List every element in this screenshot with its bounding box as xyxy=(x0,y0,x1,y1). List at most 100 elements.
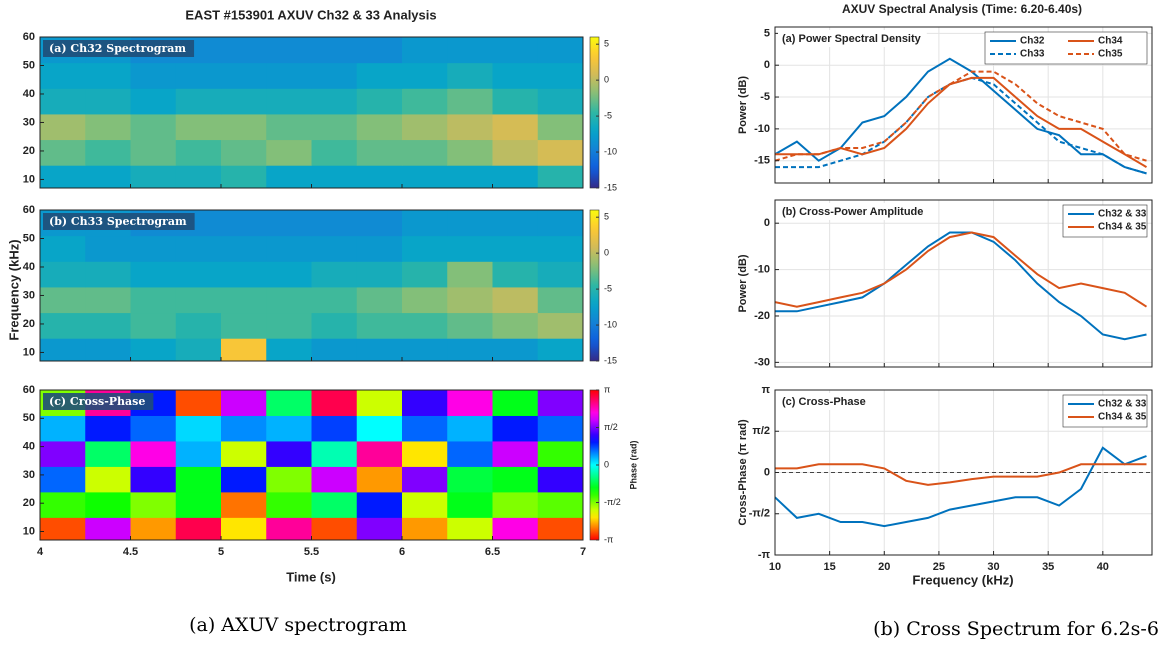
y-tick-label: 20 xyxy=(23,497,35,509)
heat-cell xyxy=(447,37,493,64)
heat-cell xyxy=(447,88,493,115)
heat-cell xyxy=(130,139,177,166)
heat-cell xyxy=(40,415,86,442)
heat-cell xyxy=(85,113,131,141)
heat-cell xyxy=(356,466,403,493)
heat-cell xyxy=(356,113,403,141)
heat-cell xyxy=(402,286,448,314)
heat-cell xyxy=(356,210,403,237)
y-tick-label: 50 xyxy=(23,59,35,71)
y-tick-label: 60 xyxy=(23,384,35,396)
heat-cell xyxy=(221,261,267,288)
heat-cell xyxy=(221,415,267,442)
heat-cell xyxy=(266,139,312,166)
colorbar-tick-label: π/2 xyxy=(604,422,618,432)
heat-cell xyxy=(221,235,267,262)
heat-cell xyxy=(175,440,222,467)
y-tick-label: -30 xyxy=(754,356,770,368)
heat-cell xyxy=(221,338,267,361)
heat-cell xyxy=(311,165,358,188)
heat-cell xyxy=(266,286,312,314)
heat-cell xyxy=(447,517,493,540)
panel-title: (b) Cross-Power Amplitude xyxy=(782,206,923,218)
heat-cell xyxy=(311,88,358,115)
panel-title: (c) Cross-Phase xyxy=(782,396,866,408)
y-tick-label: 20 xyxy=(23,318,35,330)
heat-cell xyxy=(266,390,312,416)
heat-cell xyxy=(266,210,312,237)
heat-cell xyxy=(537,312,583,339)
heat-cell xyxy=(175,165,222,188)
heat-cell xyxy=(311,261,358,288)
x-tick-label: 6 xyxy=(399,546,405,558)
heat-cell xyxy=(266,440,312,467)
heat-cell xyxy=(85,517,131,540)
heat-cell xyxy=(221,440,267,467)
heat-cell xyxy=(85,165,131,188)
heat-cell xyxy=(356,440,403,467)
heat-cell xyxy=(175,338,222,361)
heat-cell xyxy=(447,62,493,89)
heat-cell xyxy=(537,338,583,361)
heat-cell xyxy=(537,415,583,442)
y-tick-label: -5 xyxy=(760,91,770,103)
heat-cell xyxy=(85,338,131,361)
heat-cell xyxy=(85,139,131,166)
legend-box xyxy=(984,31,1148,65)
heat-cell xyxy=(356,286,403,314)
heat-cell xyxy=(492,88,539,115)
heat-cell xyxy=(402,139,448,166)
heat-cell xyxy=(447,235,493,262)
heat-cell xyxy=(356,415,403,442)
x-tick-label: 6.5 xyxy=(485,546,500,558)
heat-cell xyxy=(402,517,448,540)
figure-title: EAST #153901 AXUV Ch32 & 33 Analysis xyxy=(185,7,436,22)
x-tick-label: 35 xyxy=(1042,561,1054,573)
heat-cell xyxy=(492,62,539,89)
heat-cell xyxy=(40,338,86,361)
heat-cell xyxy=(311,415,358,442)
heat-cell xyxy=(402,113,448,141)
heat-cell xyxy=(311,210,358,237)
heat-cell xyxy=(266,235,312,262)
heat-cell xyxy=(175,113,222,141)
heat-cell xyxy=(311,440,358,467)
legend-label: Ch32 & 33 xyxy=(1098,209,1147,220)
x-tick-label: 4.5 xyxy=(123,546,138,558)
heat-cell xyxy=(356,338,403,361)
plot-area xyxy=(40,390,583,540)
heat-cell xyxy=(266,312,312,339)
heat-cell xyxy=(537,37,583,64)
heat-cell xyxy=(447,390,493,416)
heat-cell xyxy=(447,286,493,314)
heat-cell xyxy=(311,312,358,339)
panel-title: (a) Power Spectral Density xyxy=(782,33,922,45)
heat-cell xyxy=(492,139,539,166)
heat-cell xyxy=(447,139,493,166)
heat-cell xyxy=(492,113,539,141)
heat-cell xyxy=(492,390,539,416)
heat-cell xyxy=(311,338,358,361)
y-tick-label: 0 xyxy=(764,59,770,71)
heat-cell xyxy=(356,390,403,416)
heat-cell xyxy=(85,62,131,89)
heat-cell xyxy=(266,88,312,115)
caption: (a) AXUV spectrogram xyxy=(189,614,407,636)
colorbar-tick-label: 5 xyxy=(604,212,609,222)
heat-cell xyxy=(221,210,267,237)
heat-cell xyxy=(356,88,403,115)
heat-cell xyxy=(266,37,312,64)
heat-cell xyxy=(221,62,267,89)
heat-cell xyxy=(537,286,583,314)
heat-cell xyxy=(537,466,583,493)
heat-cell xyxy=(447,338,493,361)
heat-cell xyxy=(266,491,312,518)
y-tick-label: 50 xyxy=(23,412,35,424)
y-tick-label: 50 xyxy=(23,232,35,244)
heat-cell xyxy=(402,390,448,416)
heat-cell xyxy=(402,37,448,64)
heat-cell xyxy=(40,139,86,166)
legend-label: Ch32 xyxy=(1020,36,1045,47)
heat-cell xyxy=(492,261,539,288)
heat-cell xyxy=(175,517,222,540)
